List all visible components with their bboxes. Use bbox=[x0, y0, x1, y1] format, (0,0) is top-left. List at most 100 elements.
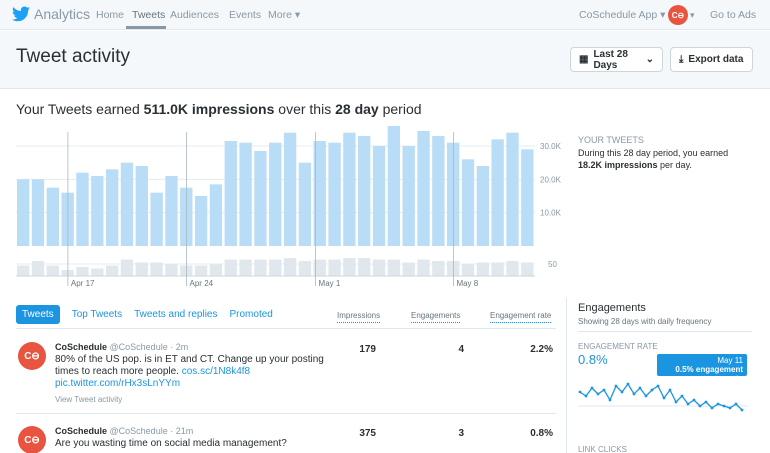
engagement-rate-point[interactable] bbox=[608, 398, 612, 402]
impression-bar[interactable] bbox=[358, 136, 371, 246]
engagement-rate-point[interactable] bbox=[626, 382, 630, 386]
impression-bar[interactable] bbox=[194, 196, 208, 246]
impression-bar[interactable] bbox=[461, 159, 475, 246]
engagement-rate-point[interactable] bbox=[662, 396, 666, 400]
impression-bar[interactable] bbox=[135, 166, 148, 246]
engagement-rate-point[interactable] bbox=[674, 400, 678, 404]
impression-bar[interactable] bbox=[298, 162, 312, 246]
nav-tweets[interactable]: Tweets bbox=[132, 9, 166, 21]
app-menu[interactable]: CoSchedule App ▾ bbox=[579, 9, 666, 21]
impression-bar[interactable] bbox=[506, 132, 519, 246]
tab-tweets-and-replies[interactable]: Tweets and replies bbox=[134, 309, 218, 320]
column-engagement-rate[interactable]: Engagement rate bbox=[490, 311, 552, 323]
impression-bar[interactable] bbox=[239, 142, 252, 246]
y-tick-label: 20.0K bbox=[540, 175, 562, 184]
tab-top-tweets[interactable]: Top Tweets bbox=[71, 309, 123, 320]
date-range-button[interactable]: ▦ Last 28 Days ⌄ bbox=[570, 47, 663, 72]
impression-bar[interactable] bbox=[17, 179, 30, 246]
engagement-rate-point[interactable] bbox=[740, 408, 744, 412]
engagement-rate-point[interactable] bbox=[638, 386, 642, 390]
avatar-chevron-icon[interactable]: ▾ bbox=[690, 10, 695, 20]
engagement-rate-point[interactable] bbox=[668, 388, 672, 392]
engagement-rate-point[interactable] bbox=[590, 386, 594, 390]
impression-bar[interactable] bbox=[372, 146, 386, 246]
avatar[interactable]: C⊖ bbox=[668, 5, 688, 25]
x-tick-label: May 8 bbox=[456, 279, 478, 288]
tweet-author-name[interactable]: CoSchedule bbox=[55, 426, 108, 436]
engagement-rate-point[interactable] bbox=[584, 394, 588, 398]
impression-bar[interactable] bbox=[46, 187, 59, 246]
engagement-bar bbox=[120, 259, 134, 276]
engagement-rate-point[interactable] bbox=[692, 398, 696, 402]
nav-audiences[interactable]: Audiences bbox=[170, 9, 220, 21]
table-row[interactable]: C⊖ CoSchedule @CoSchedule · 21m Are you … bbox=[16, 426, 556, 453]
engagement-bar bbox=[31, 261, 45, 276]
tweet-pic-link[interactable]: pic.twitter.com/rHx3sLnYYm bbox=[55, 378, 181, 389]
impression-bar[interactable] bbox=[343, 132, 356, 246]
engagement-rate-point[interactable] bbox=[698, 404, 702, 408]
tweet-avatar[interactable]: C⊖ bbox=[18, 342, 46, 370]
engagement-rate-point[interactable] bbox=[644, 394, 648, 398]
go-to-ads-link[interactable]: Go to Ads bbox=[710, 9, 757, 21]
tweet-author: CoSchedule @CoSchedule · 21m bbox=[55, 426, 193, 436]
impression-bar[interactable] bbox=[91, 176, 104, 246]
impression-bar[interactable] bbox=[417, 131, 430, 246]
impression-bar[interactable] bbox=[283, 132, 297, 246]
tweet-link[interactable]: cos.sc/1N8k4f8 bbox=[181, 366, 251, 377]
x-tick-label: May 1 bbox=[319, 279, 341, 288]
impressions-chart[interactable]: 30.0K 20.0K 10.0K 50 Apr 17 Apr 24 May 1 May 8 bbox=[0, 126, 565, 291]
engagement-rate-point[interactable] bbox=[680, 394, 684, 398]
engagement-rate-point[interactable] bbox=[716, 402, 720, 406]
x-tick-label: Apr 17 bbox=[71, 279, 95, 288]
view-tweet-activity-link[interactable]: View Tweet activity bbox=[55, 395, 123, 404]
impression-bar[interactable] bbox=[105, 169, 119, 246]
impression-bar[interactable] bbox=[521, 149, 534, 246]
tab-tweets[interactable]: Tweets bbox=[16, 305, 60, 324]
engagement-rate-point[interactable] bbox=[734, 402, 738, 406]
tweet-author-name[interactable]: CoSchedule bbox=[55, 342, 108, 352]
impression-bar[interactable] bbox=[432, 136, 445, 246]
impression-bar[interactable] bbox=[120, 162, 134, 246]
engagement-rate-point[interactable] bbox=[710, 406, 714, 410]
impression-bar[interactable] bbox=[491, 139, 504, 246]
impression-bar[interactable] bbox=[209, 184, 223, 246]
engagement-rate-point[interactable] bbox=[686, 402, 690, 406]
nav-events[interactable]: Events bbox=[229, 9, 262, 21]
tweet-avatar[interactable]: C⊖ bbox=[18, 426, 46, 453]
engagement-rate-point[interactable] bbox=[578, 390, 582, 394]
engagement-bar bbox=[298, 261, 312, 276]
engagement-rate-chart[interactable] bbox=[578, 378, 748, 423]
brand[interactable]: Analytics bbox=[12, 6, 90, 22]
engagement-bar bbox=[135, 262, 148, 276]
engagement-rate-point[interactable] bbox=[614, 384, 618, 388]
engagement-rate-point[interactable] bbox=[596, 392, 600, 396]
impression-bar[interactable] bbox=[150, 192, 163, 246]
impression-bar[interactable] bbox=[313, 141, 326, 246]
column-engagements[interactable]: Engagements bbox=[411, 311, 461, 323]
engagement-rate-point[interactable] bbox=[632, 392, 636, 396]
engagement-bar bbox=[76, 267, 89, 276]
table-row[interactable]: C⊖ CoSchedule @CoSchedule · 2m 80% of th… bbox=[16, 342, 556, 410]
nav-more[interactable]: More ▾ bbox=[268, 9, 301, 21]
impression-bar[interactable] bbox=[328, 142, 341, 246]
engagement-rate-point[interactable] bbox=[704, 400, 708, 404]
nav-home[interactable]: Home bbox=[96, 9, 125, 21]
impression-bar[interactable] bbox=[76, 172, 89, 246]
engagement-rate-point[interactable] bbox=[656, 384, 660, 388]
column-impressions[interactable]: Impressions bbox=[337, 311, 381, 323]
engagement-rate-point[interactable] bbox=[728, 406, 732, 410]
impression-bar[interactable] bbox=[254, 151, 267, 246]
export-data-button[interactable]: ⤓ Export data bbox=[670, 47, 753, 72]
engagement-rate-point[interactable] bbox=[620, 390, 624, 394]
impression-bar[interactable] bbox=[269, 142, 282, 246]
impression-bar[interactable] bbox=[476, 166, 490, 246]
engagement-rate-point[interactable] bbox=[722, 404, 726, 408]
impression-bar[interactable] bbox=[387, 126, 401, 246]
engagement-rate-point[interactable] bbox=[602, 388, 606, 392]
engagement-rate-point[interactable] bbox=[650, 388, 654, 392]
impression-bar[interactable] bbox=[224, 141, 237, 246]
impression-bar[interactable] bbox=[402, 146, 415, 246]
tab-promoted[interactable]: Promoted bbox=[229, 309, 273, 320]
impression-bar[interactable] bbox=[165, 176, 178, 246]
impression-bar[interactable] bbox=[31, 179, 45, 246]
